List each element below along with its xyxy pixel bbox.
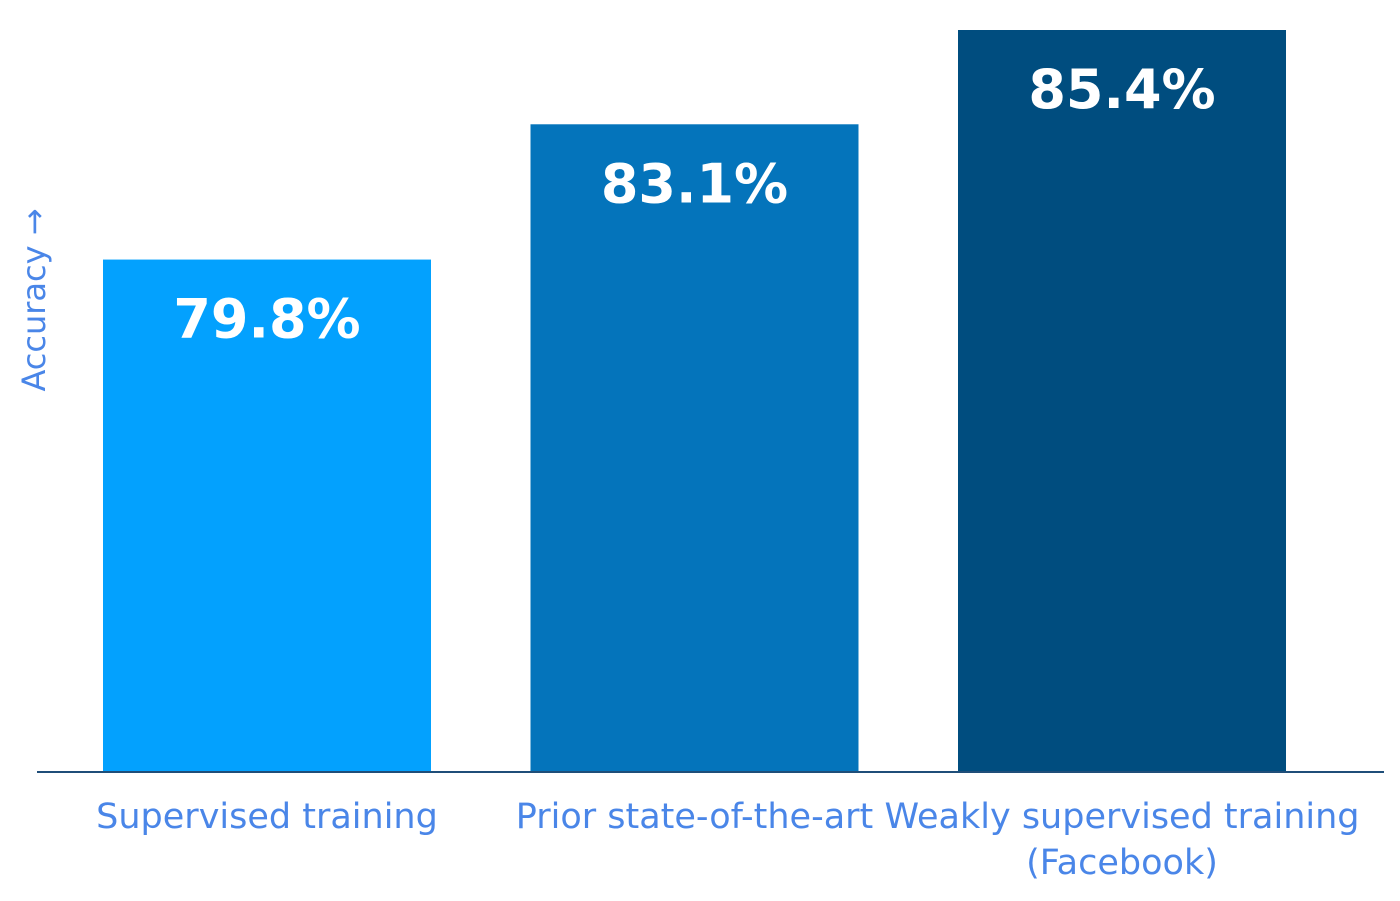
y-axis-label: Accuracy → xyxy=(15,208,53,391)
bar-value-label-2: 83.1% xyxy=(601,152,788,215)
category-label-line: (Facebook) xyxy=(1026,843,1218,883)
category-label-line: Prior state-of-the-art xyxy=(516,797,874,837)
category-label-2: Prior state-of-the-art xyxy=(516,797,874,837)
values-layer: 79.8% 83.1% 85.4% xyxy=(173,58,1215,351)
bar-value-label-3: 85.4% xyxy=(1028,58,1215,121)
bar-2 xyxy=(530,124,859,772)
bar-value-label-1: 79.8% xyxy=(173,288,360,351)
category-label-line: Supervised training xyxy=(96,797,438,837)
bar-3 xyxy=(958,30,1286,772)
category-label-1: Supervised training xyxy=(96,797,438,837)
bars-layer xyxy=(103,30,1286,772)
category-label-line: Weakly supervised training xyxy=(884,797,1359,837)
category-label-3: Weakly supervised training (Facebook) xyxy=(884,797,1359,883)
bar-1 xyxy=(103,259,431,772)
category-labels-layer: Supervised training Prior state-of-the-ar… xyxy=(96,797,1359,883)
